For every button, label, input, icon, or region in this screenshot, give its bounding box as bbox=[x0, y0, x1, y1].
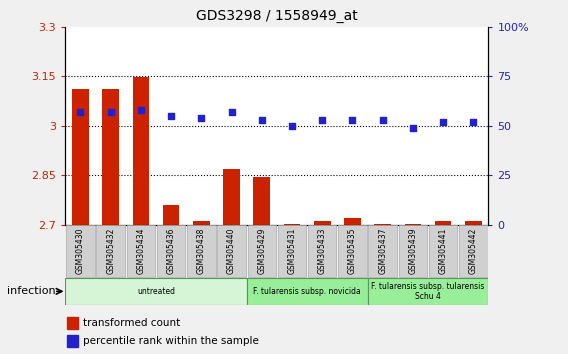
Text: F. tularensis subsp. novicida: F. tularensis subsp. novicida bbox=[253, 287, 361, 296]
Bar bbox=[465, 222, 482, 225]
Bar bbox=[459, 225, 487, 278]
Title: GDS3298 / 1558949_at: GDS3298 / 1558949_at bbox=[196, 9, 358, 23]
Bar bbox=[187, 225, 215, 278]
Bar bbox=[253, 177, 270, 225]
Point bbox=[378, 117, 387, 122]
Text: GSM305440: GSM305440 bbox=[227, 228, 236, 274]
Bar bbox=[65, 279, 247, 304]
Bar bbox=[72, 89, 89, 225]
Bar bbox=[399, 225, 427, 278]
Text: untreated: untreated bbox=[137, 287, 175, 296]
Text: transformed count: transformed count bbox=[83, 318, 181, 328]
Text: GSM305437: GSM305437 bbox=[378, 228, 387, 274]
Bar bbox=[278, 225, 306, 278]
Bar bbox=[314, 222, 331, 225]
Point bbox=[106, 109, 115, 115]
Bar bbox=[369, 225, 397, 278]
Text: GSM305432: GSM305432 bbox=[106, 228, 115, 274]
Bar bbox=[367, 279, 488, 304]
Bar bbox=[66, 225, 95, 278]
Point bbox=[166, 113, 176, 119]
Bar bbox=[193, 222, 210, 225]
Text: GSM305439: GSM305439 bbox=[408, 228, 417, 274]
Bar bbox=[97, 225, 125, 278]
Text: infection: infection bbox=[7, 286, 56, 296]
Point bbox=[136, 107, 145, 113]
Text: GSM305434: GSM305434 bbox=[136, 228, 145, 274]
Bar bbox=[339, 225, 367, 278]
Bar bbox=[218, 225, 246, 278]
Text: GSM305441: GSM305441 bbox=[438, 228, 448, 274]
Point bbox=[287, 123, 296, 129]
Bar bbox=[68, 317, 78, 329]
Bar bbox=[248, 225, 276, 278]
Bar bbox=[223, 169, 240, 225]
Point bbox=[438, 119, 448, 125]
Text: GSM305442: GSM305442 bbox=[469, 228, 478, 274]
Bar bbox=[102, 89, 119, 225]
Bar bbox=[344, 218, 361, 225]
Bar bbox=[247, 279, 367, 304]
Text: GSM305435: GSM305435 bbox=[348, 228, 357, 274]
Point bbox=[257, 117, 266, 122]
Point bbox=[408, 125, 417, 131]
Text: GSM305436: GSM305436 bbox=[166, 228, 176, 274]
Bar bbox=[429, 225, 457, 278]
Text: GSM305430: GSM305430 bbox=[76, 228, 85, 274]
Bar bbox=[308, 225, 336, 278]
Point bbox=[227, 109, 236, 115]
Point bbox=[76, 109, 85, 115]
Bar bbox=[157, 225, 185, 278]
Point bbox=[348, 117, 357, 122]
Bar bbox=[68, 335, 78, 347]
Text: GSM305429: GSM305429 bbox=[257, 228, 266, 274]
Bar bbox=[435, 222, 452, 225]
Text: F. tularensis subsp. tularensis
Schu 4: F. tularensis subsp. tularensis Schu 4 bbox=[371, 282, 485, 301]
Bar bbox=[132, 77, 149, 225]
Text: percentile rank within the sample: percentile rank within the sample bbox=[83, 336, 259, 346]
Text: GSM305438: GSM305438 bbox=[197, 228, 206, 274]
Point bbox=[318, 117, 327, 122]
Point bbox=[197, 115, 206, 121]
Bar bbox=[127, 225, 155, 278]
Text: GSM305431: GSM305431 bbox=[287, 228, 296, 274]
Point bbox=[469, 119, 478, 125]
Text: GSM305433: GSM305433 bbox=[318, 228, 327, 274]
Bar bbox=[163, 205, 179, 225]
